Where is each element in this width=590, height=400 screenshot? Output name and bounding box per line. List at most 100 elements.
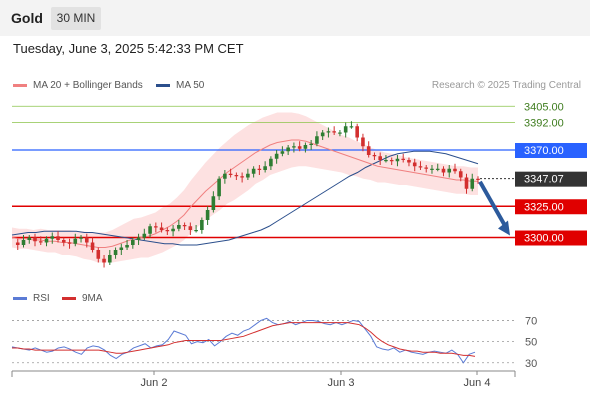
candle-body — [470, 178, 475, 189]
candle-body — [418, 166, 423, 168]
candle-body — [280, 151, 285, 154]
candle-body — [320, 132, 325, 137]
candle-body — [401, 158, 406, 160]
candle-body — [200, 220, 204, 230]
candle-body — [217, 178, 221, 197]
candle-body — [142, 233, 147, 238]
ma9-swatch — [62, 296, 76, 300]
level-tag-3300.00 — [515, 230, 587, 246]
timeframe-button[interactable]: 30 MIN — [51, 7, 101, 30]
candle-body — [395, 158, 400, 162]
candle-body — [366, 146, 371, 155]
level-label-3405.00: 3405.00 — [524, 101, 564, 113]
candle-body — [430, 168, 434, 170]
candle-body — [159, 227, 164, 230]
candle-body — [263, 166, 267, 170]
forecast-arrow-head — [498, 220, 510, 236]
candle-body — [424, 167, 429, 169]
candle-body — [79, 237, 83, 239]
candle-body — [61, 240, 66, 243]
top-bar: Gold 30 MIN — [0, 0, 590, 36]
candle-body — [464, 177, 469, 189]
candle-body — [96, 250, 101, 259]
candle-body — [441, 168, 446, 173]
candle-body — [148, 226, 152, 234]
candle-body — [27, 237, 32, 240]
rsi-tick-50: 50 — [525, 337, 537, 349]
candle-body — [349, 126, 354, 128]
candle-body — [228, 173, 233, 175]
candle-body — [297, 146, 302, 149]
candle-body — [286, 147, 290, 152]
legend-9ma: 9MA — [62, 293, 103, 304]
candle-body — [332, 131, 336, 133]
level-label-3325.00: 3325.00 — [524, 201, 564, 213]
level-label-3300.00: 3300.00 — [524, 233, 564, 245]
x-tick-Jun 3: Jun 3 — [328, 377, 355, 389]
legend-ma20: MA 20 + Bollinger Bands — [13, 80, 143, 91]
level-tag-3347.07 — [515, 171, 587, 187]
rsi-series-9MA — [12, 322, 476, 357]
candle-body — [384, 160, 388, 162]
candle-body — [84, 237, 89, 243]
legend-rsi: RSI — [13, 293, 50, 304]
candle-body — [21, 240, 26, 245]
candle-body — [274, 153, 279, 159]
candle-body — [257, 168, 262, 170]
datetime-label: Tuesday, June 3, 2025 5:42:33 PM CET — [13, 41, 244, 56]
candle-body — [90, 242, 95, 250]
rsi-series-RSI — [11, 317, 476, 364]
bollinger-band — [12, 112, 478, 263]
ma50-swatch — [156, 83, 170, 87]
candle-body — [458, 171, 463, 178]
ma20-line — [11, 139, 478, 248]
candle-body — [73, 238, 78, 244]
candle-body — [372, 155, 377, 157]
candle-body — [453, 168, 457, 172]
legend-ma50: MA 50 — [156, 80, 204, 91]
candle-body — [188, 226, 193, 230]
candle-body — [303, 145, 308, 149]
candle-body — [33, 237, 37, 242]
candle-body — [326, 131, 331, 133]
level-tag-3370.00 — [515, 143, 587, 158]
candle-body — [67, 242, 72, 244]
legend-9ma-label: 9MA — [82, 293, 103, 304]
candle-body — [361, 137, 365, 147]
rsi-tick-70: 70 — [525, 315, 537, 327]
candle-body — [412, 162, 417, 167]
candle-body — [407, 160, 411, 163]
candle-body — [154, 226, 158, 228]
candle-body — [194, 230, 198, 232]
candle-body — [113, 250, 118, 255]
ma20-swatch — [13, 83, 27, 87]
candle-body — [240, 176, 244, 178]
legend-ma50-label: MA 50 — [176, 80, 205, 91]
candle-body — [136, 237, 141, 240]
candle-body — [315, 136, 319, 144]
candle-body — [476, 178, 480, 180]
x-tick-Jun 2: Jun 2 — [141, 377, 168, 389]
legend-rsi-label: RSI — [33, 293, 50, 304]
candle-body — [38, 241, 43, 243]
credit-text: Research © 2025 Trading Central — [431, 80, 581, 91]
candle-body — [309, 143, 313, 145]
legend-ma20-label: MA 20 + Bollinger Bands — [33, 80, 143, 91]
rsi-tick-30: 30 — [525, 358, 537, 370]
candle-body — [131, 240, 135, 245]
candle-body — [56, 236, 60, 240]
candle-body — [223, 173, 227, 179]
level-label-3392.00: 3392.00 — [524, 118, 564, 130]
candle-body — [44, 238, 49, 243]
candle-body — [125, 245, 129, 248]
candle-body — [251, 168, 256, 174]
candle-body — [234, 175, 239, 177]
candle-body — [177, 225, 181, 229]
candle-body — [269, 158, 273, 167]
ma50-line — [11, 150, 479, 246]
candle-body — [15, 242, 20, 245]
candle-body — [119, 247, 124, 250]
candle-body — [211, 196, 216, 210]
candle-body — [447, 168, 452, 173]
